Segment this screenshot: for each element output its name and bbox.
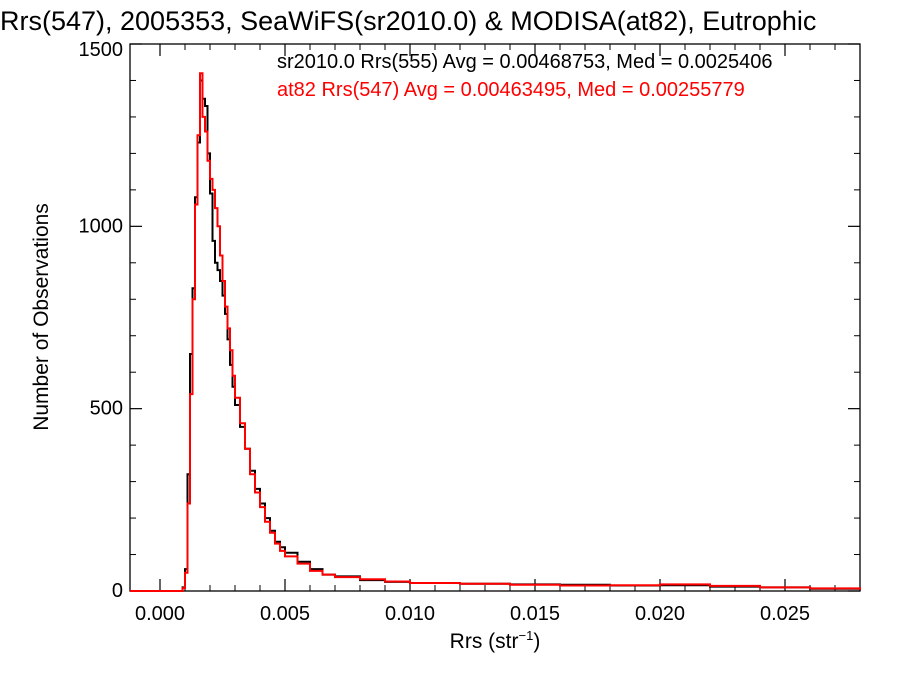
y-tick-label: 1000 (79, 215, 124, 237)
series-line-sr2010-0 (130, 79, 861, 592)
y-axis-label: Number of Observations (30, 203, 53, 431)
chart-title: Rrs(547), 2005353, SeaWiFS(sr2010.0) & M… (0, 6, 816, 36)
x-axis-label-sup: −1 (519, 628, 534, 643)
series-layer (130, 72, 861, 592)
x-tick-label: 0.010 (385, 603, 435, 625)
x-tick-label: 0.020 (635, 603, 685, 625)
legend-entry-sr2010: sr2010.0 Rrs(555) Avg = 0.00468753, Med … (277, 51, 773, 73)
x-tick-labels: 0.000 0.005 0.010 0.015 0.020 0.025 (135, 603, 810, 625)
axis-ticks (130, 43, 861, 592)
series-line-at82 (130, 72, 861, 592)
y-tick-label: 1500 (79, 39, 124, 61)
x-axis-label-end: ) (533, 630, 540, 653)
legend-entry-at82: at82 Rrs(547) Avg = 0.00463495, Med = 0.… (277, 79, 745, 101)
x-axis-label: Rrs (str−1) (450, 628, 541, 653)
x-axis-label-base: Rrs (str (450, 630, 519, 653)
x-tick-label: 0.005 (260, 603, 310, 625)
x-tick-label: 0.025 (760, 603, 810, 625)
x-tick-label: 0.015 (510, 603, 560, 625)
y-tick-labels: 0 500 1000 1500 (79, 39, 124, 602)
x-tick-label: 0.000 (135, 603, 185, 625)
plot-frame (129, 43, 861, 592)
y-tick-label: 500 (90, 398, 123, 420)
y-tick-label: 0 (112, 580, 123, 602)
